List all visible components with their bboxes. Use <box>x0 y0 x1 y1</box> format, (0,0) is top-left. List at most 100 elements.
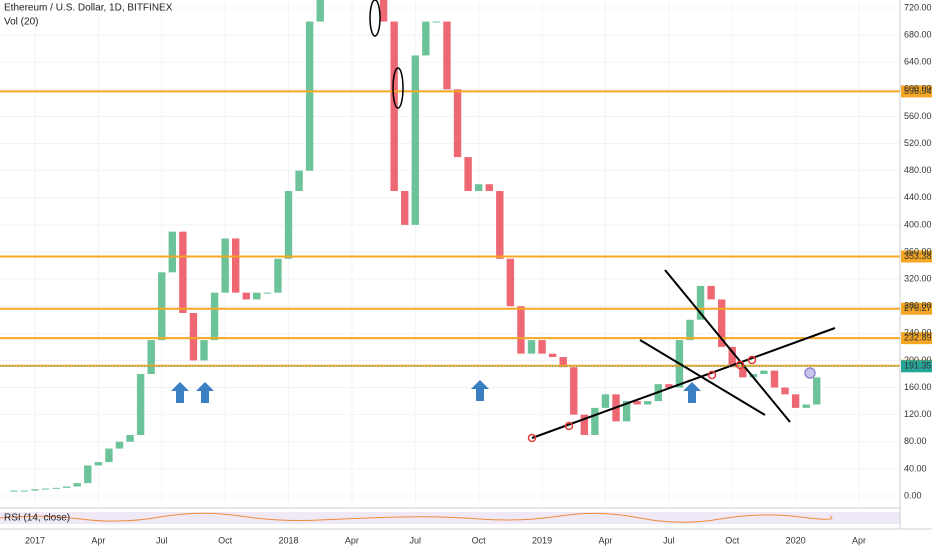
x-tick-label: 2019 <box>532 535 552 545</box>
candle <box>717 299 726 347</box>
candle <box>813 377 821 405</box>
marker <box>527 433 537 443</box>
candle <box>158 272 166 341</box>
y-tick-label: 120.00 <box>904 409 932 419</box>
candle <box>506 258 515 307</box>
candle <box>189 312 198 361</box>
candle <box>52 487 60 489</box>
candle <box>570 367 578 415</box>
candle <box>453 89 462 158</box>
candle <box>781 387 789 395</box>
arrow <box>683 382 701 403</box>
candle <box>485 184 493 191</box>
candle <box>538 340 546 354</box>
candle <box>633 401 641 405</box>
candle <box>474 184 483 191</box>
candle <box>665 384 673 388</box>
y-tick-label: 360.00 <box>904 246 932 256</box>
candle <box>527 340 536 354</box>
y-tick-label: 640.00 <box>904 57 932 67</box>
x-tick-label: Apr <box>598 535 612 545</box>
candle <box>210 292 219 341</box>
x-tick-label: Jul <box>663 535 675 545</box>
x-tick-label: Jul <box>156 535 168 545</box>
level-label-box <box>901 332 932 345</box>
drawings <box>369 0 836 439</box>
ellipse <box>392 67 404 109</box>
level-label: 596.94 <box>904 86 932 96</box>
candle <box>115 441 124 449</box>
x-tick-label: Jul <box>410 535 422 545</box>
last-price-box <box>901 360 932 373</box>
candle <box>179 231 187 313</box>
x-tick-label: 2017 <box>25 535 45 545</box>
candle <box>760 370 768 374</box>
candle <box>443 21 451 90</box>
candle <box>31 489 39 491</box>
candle <box>84 465 92 484</box>
y-tick-label: 200.00 <box>904 355 932 365</box>
level-label: 232.89 <box>904 333 932 343</box>
candle <box>263 292 272 294</box>
level-label-box <box>901 302 932 315</box>
candle <box>94 462 103 466</box>
x-tick-label: Oct <box>472 535 487 545</box>
y-tick-label: 320.00 <box>904 273 932 283</box>
candle <box>696 285 705 320</box>
y-tick-label: 280.00 <box>904 301 932 311</box>
y-tick-label: 160.00 <box>904 382 932 392</box>
level-label: 353.38 <box>904 251 932 261</box>
marker <box>735 360 745 370</box>
candle <box>622 401 631 422</box>
rsi-line <box>0 512 833 523</box>
candle <box>274 258 282 293</box>
ellipse <box>369 0 381 37</box>
candle <box>548 353 557 358</box>
candle <box>105 448 113 463</box>
level-label-box <box>901 250 932 263</box>
y-tick-label: 520.00 <box>904 138 932 148</box>
candle <box>686 319 694 341</box>
x-tick-label: Oct <box>725 535 740 545</box>
candle <box>464 157 472 191</box>
y-tick-label: 600.00 <box>904 84 932 94</box>
candle <box>284 190 293 259</box>
x-tick-label: Apr <box>91 535 105 545</box>
x-tick-label: 2020 <box>786 535 806 545</box>
candle <box>379 0 388 22</box>
y-tick-label: 240.00 <box>904 328 932 338</box>
y-tick-label: 680.00 <box>904 29 932 39</box>
candle <box>580 414 589 435</box>
candle <box>136 373 145 435</box>
x-tick-label: Apr <box>852 535 866 545</box>
candle <box>168 231 177 273</box>
candle <box>41 488 50 490</box>
candle <box>728 346 736 368</box>
candle <box>73 483 81 487</box>
rsi-band <box>0 512 900 524</box>
candle <box>496 190 504 259</box>
candle <box>147 340 155 374</box>
trend-line <box>664 269 791 423</box>
candle <box>601 394 610 408</box>
candle <box>707 285 715 300</box>
x-tick-label: Oct <box>218 535 233 545</box>
candle <box>200 340 208 361</box>
chart-title: Ethereum / U.S. Dollar, 1D, BITFINEX <box>4 3 173 14</box>
candle <box>517 306 525 354</box>
candle <box>221 238 229 293</box>
marker <box>747 355 757 365</box>
marker <box>564 421 574 431</box>
last-price-label: 191.35 <box>904 361 932 371</box>
candle <box>739 367 747 378</box>
level-label: 276.27 <box>904 303 932 313</box>
candle <box>591 407 599 435</box>
candle <box>432 21 441 23</box>
candle <box>62 486 71 488</box>
y-tick-label: 440.00 <box>904 192 932 202</box>
x-tick-label: 2018 <box>279 535 299 545</box>
candle <box>390 21 398 191</box>
arrow <box>471 380 489 401</box>
